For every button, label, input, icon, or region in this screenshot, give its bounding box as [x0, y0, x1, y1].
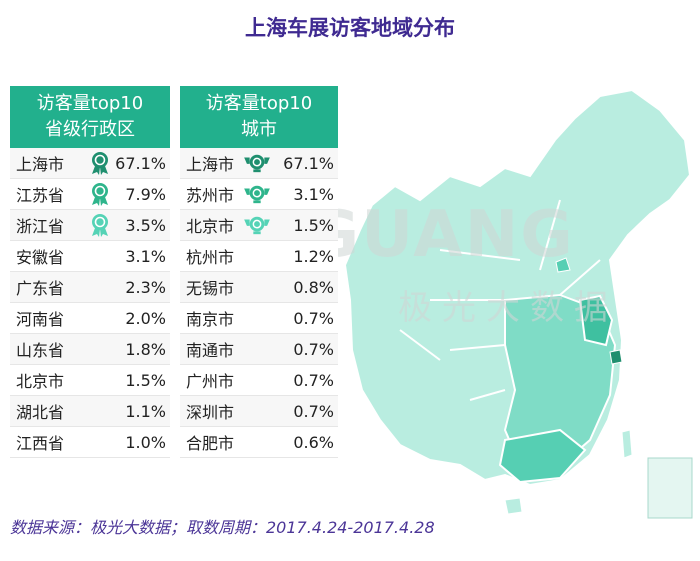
- city-percentage: 0.7%: [293, 339, 334, 359]
- south-sea-inset: [647, 457, 693, 519]
- province-name: 广东省: [16, 279, 65, 298]
- province-row: 湖北省 1.1%: [10, 396, 170, 427]
- province-row: 江西省 1.0%: [10, 427, 170, 458]
- hainan-island: [504, 497, 523, 515]
- province-row: 北京市 1.5%: [10, 365, 170, 396]
- city-row: 深圳市 0.7%: [180, 396, 338, 427]
- province-header-line2: 省级行政区: [45, 119, 135, 140]
- province-table-header: 访客量top10 省级行政区: [10, 86, 170, 148]
- province-name: 上海市: [16, 155, 65, 174]
- province-row: 浙江省 3.5%: [10, 210, 170, 241]
- province-top10-table: 访客量top10 省级行政区 上海市 67.1% 江苏省 7.9% 浙江省 3.5% 安徽省…: [10, 86, 170, 458]
- province-percentage: 2.0%: [125, 308, 166, 328]
- trophy-icon: [244, 154, 270, 173]
- province-borders: [399, 199, 601, 401]
- city-percentage: 0.7%: [293, 370, 334, 390]
- city-row: 南京市 0.7%: [180, 303, 338, 334]
- province-percentage: 1.0%: [125, 432, 166, 452]
- city-table-header: 访客量top10 城市: [180, 86, 338, 148]
- trophy-icon: [244, 216, 270, 235]
- province-name: 山东省: [16, 341, 65, 360]
- city-percentage: 3.1%: [293, 184, 334, 204]
- medal-icon: [92, 214, 108, 237]
- city-percentage: 1.5%: [293, 215, 334, 235]
- jiangsu-province: [578, 294, 614, 347]
- city-row: 上海市 67.1%: [180, 148, 338, 179]
- page-title: 上海车展访客地域分布: [245, 16, 455, 40]
- medal-icon: [92, 152, 108, 175]
- city-name: 无锡市: [186, 279, 235, 298]
- province-name: 江西省: [16, 434, 65, 453]
- city-name: 北京市: [186, 217, 235, 236]
- province-row: 上海市 67.1%: [10, 148, 170, 179]
- city-top10-table: 访客量top10 城市 上海市 67.1% 苏州市 3.1% 北京市 1.5% 杭州市 1.2…: [180, 86, 338, 458]
- city-percentage: 0.6%: [293, 432, 334, 452]
- province-name: 河南省: [16, 310, 65, 329]
- city-percentage: 0.7%: [293, 308, 334, 328]
- city-row: 杭州市 1.2%: [180, 241, 338, 272]
- province-percentage: 67.1%: [115, 153, 166, 173]
- province-name: 安徽省: [16, 248, 65, 267]
- province-header-line1: 访客量top10: [36, 93, 144, 114]
- city-row: 苏州市 3.1%: [180, 179, 338, 210]
- city-row: 南通市 0.7%: [180, 334, 338, 365]
- province-percentage: 1.1%: [125, 401, 166, 421]
- city-header-line2: 城市: [241, 119, 277, 140]
- city-name: 杭州市: [186, 248, 235, 267]
- city-name: 苏州市: [186, 186, 235, 205]
- city-name: 南通市: [186, 341, 235, 360]
- medal-icon: [92, 183, 108, 206]
- city-percentage: 0.7%: [293, 401, 334, 421]
- beijing-municipality: [555, 257, 571, 273]
- province-name: 江苏省: [16, 186, 65, 205]
- city-percentage: 67.1%: [283, 153, 334, 173]
- data-source-note: 数据来源：极光大数据；取数周期：2017.4.24-2017.4.28: [10, 518, 435, 537]
- city-row: 广州市 0.7%: [180, 365, 338, 396]
- city-rows: 上海市 67.1% 苏州市 3.1% 北京市 1.5% 杭州市 1.2% 无锡市 0.8% 南京市 0…: [180, 148, 338, 458]
- province-percentage: 3.5%: [125, 215, 166, 235]
- watermark-sub-text: 极光大数据: [398, 288, 618, 328]
- city-percentage: 0.8%: [293, 277, 334, 297]
- province-row: 山东省 1.8%: [10, 334, 170, 365]
- shanghai-municipality: [609, 349, 623, 365]
- city-header-line1: 访客量top10: [205, 93, 313, 114]
- province-percentage: 2.3%: [125, 277, 166, 297]
- province-name: 湖北省: [16, 403, 65, 422]
- province-row: 安徽省 3.1%: [10, 241, 170, 272]
- city-percentage: 1.2%: [293, 246, 334, 266]
- trophy-icon: [244, 185, 270, 204]
- province-percentage: 1.8%: [125, 339, 166, 359]
- city-name: 上海市: [186, 155, 235, 174]
- province-row: 广东省 2.3%: [10, 272, 170, 303]
- city-name: 南京市: [186, 310, 235, 329]
- province-name: 浙江省: [16, 217, 65, 236]
- province-row: 河南省 2.0%: [10, 303, 170, 334]
- province-row: 江苏省 7.9%: [10, 179, 170, 210]
- city-row: 合肥市 0.6%: [180, 427, 338, 458]
- guangdong-province: [498, 428, 587, 484]
- city-name: 深圳市: [186, 403, 235, 422]
- province-name: 北京市: [16, 372, 65, 391]
- province-percentage: 7.9%: [125, 184, 166, 204]
- taiwan-island: [621, 429, 633, 459]
- province-percentage: 3.1%: [125, 246, 166, 266]
- city-row: 无锡市 0.8%: [180, 272, 338, 303]
- province-rows: 上海市 67.1% 江苏省 7.9% 浙江省 3.5% 安徽省 3.1% 广东省 2.3% 河南省 2…: [10, 148, 170, 458]
- city-row: 北京市 1.5%: [180, 210, 338, 241]
- city-name: 广州市: [186, 372, 235, 391]
- city-name: 合肥市: [186, 434, 235, 453]
- province-percentage: 1.5%: [125, 370, 166, 390]
